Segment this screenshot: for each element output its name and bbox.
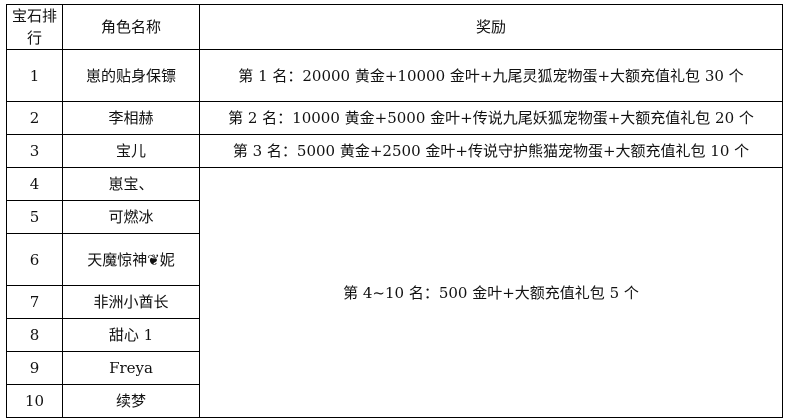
- rank-cell: 10: [6, 384, 63, 418]
- rank-cell: 3: [6, 134, 63, 168]
- table-row: 7 非洲小酋长: [6, 285, 783, 319]
- rank-cell: 1: [6, 49, 63, 102]
- name-cell: 李相赫: [62, 101, 200, 135]
- header-reward: 奖励: [199, 4, 783, 50]
- name-cell: 宝儿: [62, 134, 200, 168]
- table-row: 1 崽的贴身保镖 第 1 名：20000 黄金+10000 金叶+九尾灵狐宠物蛋…: [6, 49, 783, 102]
- header-row: 宝石排行 角色名称 奖励: [6, 4, 783, 50]
- table-row: 9 Freya: [6, 351, 783, 385]
- rank-cell: 4: [6, 167, 63, 201]
- rank-cell: 7: [6, 285, 63, 319]
- header-rank: 宝石排行: [6, 4, 63, 50]
- table-row: 4 崽宝、 第 4~10 名：500 金叶+大额充值礼包 5 个: [6, 167, 783, 418]
- rank-cell: 9: [6, 351, 63, 385]
- rank-cell: 6: [6, 233, 63, 286]
- name-cell: 甜心 1: [62, 318, 200, 352]
- name-cell: 可燃冰: [62, 200, 200, 234]
- name-cell: 天魔惊神❦妮: [62, 233, 200, 286]
- table-row: 6 天魔惊神❦妮: [6, 233, 783, 286]
- name-cell: 崽的贴身保镖: [62, 49, 200, 102]
- name-cell: Freya: [62, 351, 200, 385]
- name-text: 天魔惊神❦妮: [87, 250, 175, 269]
- table-row: 3 宝儿 第 3 名：5000 黄金+2500 金叶+传说守护熊猫宠物蛋+大额充…: [6, 134, 783, 168]
- reward-table: 宝石排行 角色名称 奖励 1 崽的贴身保镖 第 1 名：20000 黄金+100…: [6, 4, 783, 418]
- shared-reward-cell: 第 4~10 名：500 金叶+大额充值礼包 5 个: [199, 167, 783, 418]
- rank-cell: 5: [6, 200, 63, 234]
- reward-cell: 第 1 名：20000 黄金+10000 金叶+九尾灵狐宠物蛋+大额充值礼包 3…: [199, 49, 783, 102]
- name-text: 崽的贴身保镖: [85, 66, 176, 85]
- reward-cell: 第 3 名：5000 黄金+2500 金叶+传说守护熊猫宠物蛋+大额充值礼包 1…: [199, 134, 783, 168]
- name-cell: 续梦: [62, 384, 200, 418]
- table-row: 8 甜心 1: [6, 318, 783, 352]
- name-cell: 崽宝、: [62, 167, 200, 201]
- reward-cell: 第 2 名：10000 黄金+5000 金叶+传说九尾妖狐宠物蛋+大额充值礼包 …: [199, 101, 783, 135]
- name-cell: 非洲小酋长: [62, 285, 200, 319]
- table-row: 2 李相赫 第 2 名：10000 黄金+5000 金叶+传说九尾妖狐宠物蛋+大…: [6, 101, 783, 135]
- header-name: 角色名称: [62, 4, 200, 50]
- rank-cell: 2: [6, 101, 63, 135]
- rank-cell: 8: [6, 318, 63, 352]
